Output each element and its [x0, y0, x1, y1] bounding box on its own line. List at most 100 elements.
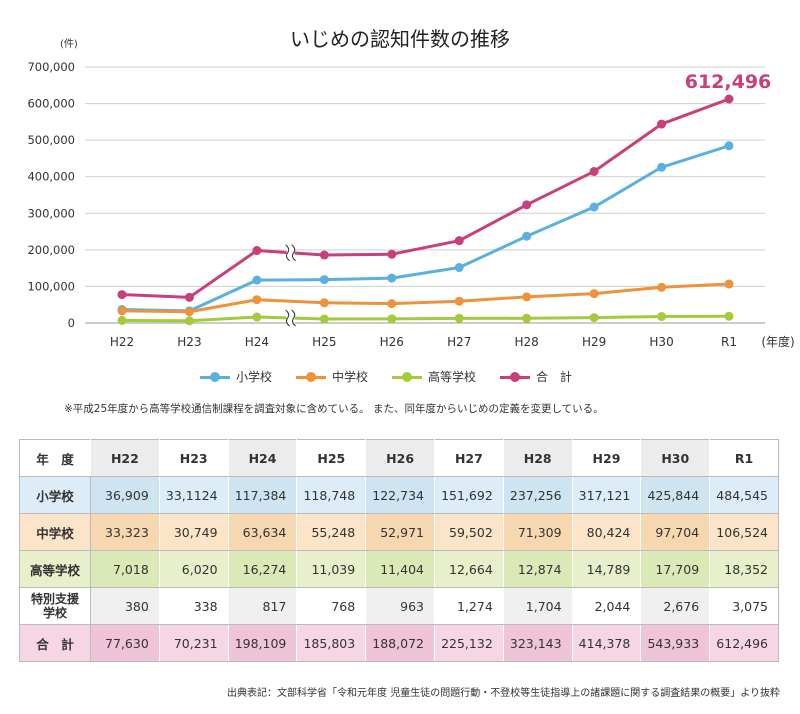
data-point-high	[387, 314, 397, 324]
chart-note: ※平成25年度から高等学校通信制課程を調査対象に含めている。 また、同年度からい…	[64, 403, 604, 415]
data-point-total	[252, 246, 262, 256]
table-cell: 7,018	[90, 550, 160, 588]
data-point-total	[387, 249, 397, 259]
data-point-elementary	[319, 275, 329, 285]
table-cell: 484,545	[709, 476, 779, 514]
table-cell: 225,132	[433, 624, 504, 662]
data-point-elementary	[454, 263, 464, 273]
data-point-high	[117, 315, 127, 325]
legend-label: 合 計	[536, 370, 573, 384]
series-group	[117, 94, 734, 326]
x-tick-label: H26	[380, 335, 404, 349]
data-point-junior	[184, 307, 194, 317]
data-point-junior	[319, 298, 329, 308]
table-cell: 414,378	[571, 624, 642, 662]
table-cell: 59,502	[433, 513, 504, 551]
table-cell: 117,384	[227, 476, 298, 514]
table-row-label: 高等学校	[19, 550, 91, 588]
table-cell: 30,749	[158, 513, 229, 551]
chart-legend: 小学校 中学校 高等学校 合 計	[200, 368, 572, 385]
table-cell: 55,248	[296, 513, 367, 551]
data-point-junior	[657, 282, 667, 292]
series-line-high	[121, 314, 730, 323]
table-year-header: R1	[709, 439, 779, 477]
table-cell: 63,634	[227, 513, 298, 551]
table-cell: 77,630	[90, 624, 160, 662]
table-cell: 106,524	[709, 513, 779, 551]
legend-swatch	[296, 371, 327, 382]
table-cell: 380	[90, 587, 160, 625]
source-citation: 出典表記：文部科学省「令和元年度 児童生徒の問題行動・不登校等生徒指導上の諸課題…	[227, 688, 780, 699]
table-year-header: H29	[571, 439, 642, 477]
table-cell: 12,664	[433, 550, 504, 588]
table-cell: 543,933	[640, 624, 711, 662]
x-tick-label: H29	[582, 335, 606, 349]
data-point-total	[724, 94, 734, 104]
series-line-total	[121, 97, 730, 299]
series-line-elementary	[121, 144, 730, 313]
total-annotation: 612,496	[685, 71, 772, 93]
data-point-total	[319, 250, 329, 260]
table-cell: 97,704	[640, 513, 711, 551]
data-point-high	[252, 312, 262, 322]
table-cell: 33,1124	[158, 476, 229, 514]
series-total	[117, 94, 734, 302]
x-axis-ticks: H22 H23 H24 H25 H26 H27 H28 H29 H30 R1	[110, 335, 737, 349]
table-cell: 1,274	[433, 587, 504, 625]
table-cell: 317,121	[571, 476, 642, 514]
legend-label: 高等学校	[428, 370, 477, 384]
x-tick-label: R1	[721, 335, 737, 349]
legend-swatch	[392, 371, 423, 382]
data-point-elementary	[387, 273, 397, 283]
table-cell: 188,072	[365, 624, 435, 662]
series-line-junior	[121, 282, 730, 314]
legend-item-high: 高等学校	[392, 368, 476, 385]
table-year-header: H26	[365, 439, 435, 477]
table-cell: 425,844	[640, 476, 711, 514]
table-row-label: 小学校	[19, 476, 91, 514]
table-row-label: 中学校	[19, 513, 91, 551]
line-chart: いじめの認知件数の推移 (件) 0 100,000 200,000 300,000 40…	[27, 27, 794, 349]
data-point-high	[657, 312, 667, 322]
table-row: 中学校 33,323 30,749 63,634 55,248 52,971 59,502 7…	[19, 513, 779, 551]
table-cell: 338	[158, 587, 229, 625]
data-point-junior	[454, 296, 464, 306]
data-point-elementary	[522, 231, 532, 241]
data-point-junior	[117, 306, 127, 316]
table-year-header: H23	[158, 439, 229, 477]
y-tick-label: 500,000	[27, 133, 75, 147]
grid-lines	[85, 66, 765, 324]
table-header-label: 年 度	[19, 439, 91, 477]
table-cell: 18,352	[709, 550, 779, 588]
data-point-total	[657, 119, 667, 129]
y-tick-label: 0	[68, 316, 75, 330]
data-point-elementary	[252, 275, 262, 285]
table-year-header: H22	[90, 439, 160, 477]
x-tick-label: H22	[110, 335, 134, 349]
table-cell: 11,039	[296, 550, 367, 588]
table-row: 合 計 77,630 70,231 198,109 185,803 188,072 225,…	[19, 624, 779, 662]
break-gap	[286, 244, 295, 261]
series-junior	[117, 279, 734, 317]
axis-break-marks	[285, 244, 296, 327]
data-point-high	[319, 314, 329, 324]
data-point-elementary	[589, 202, 599, 212]
legend-label: 中学校	[332, 370, 369, 384]
table-year-header: H24	[227, 439, 298, 477]
data-point-junior	[252, 295, 262, 305]
data-point-total	[184, 292, 194, 302]
table-cell: 237,256	[502, 476, 573, 514]
data-point-junior	[589, 289, 599, 299]
break-mark	[291, 309, 296, 327]
chart-title: いじめの認知件数の推移	[290, 27, 510, 51]
x-tick-label: H27	[447, 335, 471, 349]
table-cell: 12,874	[502, 550, 573, 588]
break-gap	[286, 310, 295, 327]
data-point-junior	[387, 299, 397, 309]
table-cell: 151,692	[433, 476, 504, 514]
table-cell: 52,971	[365, 513, 435, 551]
data-point-total	[117, 290, 127, 300]
table-cell: 612,496	[709, 624, 779, 662]
table-year-header: H25	[296, 439, 367, 477]
y-tick-label: 400,000	[27, 170, 75, 184]
